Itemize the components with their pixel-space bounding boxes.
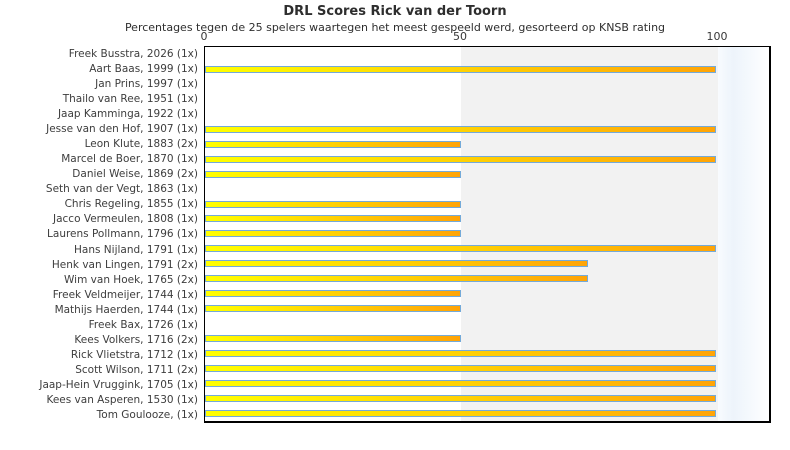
category-label: Rick Vlietstra, 1712 (1x) (70, 349, 198, 362)
category-label: Wim van Hoek, 1765 (2x) (64, 273, 198, 286)
x-axis-tick-50: 50 (453, 30, 467, 43)
plot-area (204, 46, 771, 423)
right-edge-strip (718, 47, 769, 421)
bar (205, 335, 461, 343)
bar-row (205, 167, 769, 182)
bar (205, 275, 589, 283)
bar (205, 140, 461, 148)
category-label: Hans Nijland, 1791 (1x) (74, 243, 198, 256)
category-labels: Freek Busstra, 2026 (1x) Aart Baas, 1999 … (0, 46, 198, 423)
chart-title: DRL Scores Rick van der Toorn (283, 4, 507, 19)
category-label: Kees Volkers, 1716 (2x) (74, 334, 198, 347)
bar-row (205, 361, 769, 376)
bar (205, 125, 717, 133)
bar-row (205, 211, 769, 226)
bar-row (205, 301, 769, 316)
category-label: Mathijs Haerden, 1744 (1x) (54, 303, 198, 316)
shaded-band-50-100 (461, 47, 718, 421)
bar-row (205, 77, 769, 92)
bar-row (205, 376, 769, 391)
category-label: Laurens Pollmann, 1796 (1x) (47, 228, 198, 241)
bar (205, 200, 461, 208)
x-axis-tick-0: 0 (200, 30, 208, 43)
bar-row (205, 152, 769, 167)
category-label: Jan Prins, 1997 (1x) (95, 77, 198, 90)
x-axis-tick-100: 100 (706, 30, 728, 43)
category-label: Seth van der Vegt, 1863 (1x) (45, 183, 198, 196)
bars-layer (205, 47, 769, 421)
bar-row (205, 137, 769, 152)
bar (205, 215, 461, 223)
bar-row (205, 92, 769, 107)
bar (205, 65, 717, 73)
category-label: Jaap-Hein Vruggink, 1705 (1x) (39, 379, 198, 392)
bar-row (205, 346, 769, 361)
bar-row (205, 316, 769, 331)
category-label: Freek Bax, 1726 (1x) (88, 318, 198, 331)
bar-row (205, 62, 769, 77)
bar-row (205, 107, 769, 122)
category-label: Daniel Weise, 1869 (2x) (72, 168, 198, 181)
bar-row (205, 226, 769, 241)
category-label: Freek Busstra, 2026 (1x) (68, 47, 198, 60)
category-label: Thailo van Ree, 1951 (1x) (62, 92, 198, 105)
bar (205, 260, 589, 268)
category-label: Chris Regeling, 1855 (1x) (64, 198, 198, 211)
bar (205, 170, 461, 178)
category-label: Scott Wilson, 1711 (2x) (75, 364, 198, 377)
bar (205, 409, 717, 417)
category-label: Freek Veldmeijer, 1744 (1x) (52, 288, 198, 301)
category-label: Jacco Vermeulen, 1808 (1x) (53, 213, 198, 226)
bar-row (205, 256, 769, 271)
category-label: Aart Baas, 1999 (1x) (89, 62, 198, 75)
bar-row (205, 406, 769, 421)
bar-row (205, 331, 769, 346)
bar (205, 245, 717, 253)
category-label: Jaap Kamminga, 1922 (1x) (57, 107, 198, 120)
category-label: Leon Klute, 1883 (2x) (84, 138, 198, 150)
bar (205, 350, 717, 358)
bar-row (205, 286, 769, 301)
category-label: Marcel de Boer, 1870 (1x) (61, 153, 198, 166)
bar (205, 379, 717, 387)
bar-row (205, 182, 769, 197)
bar-row (205, 122, 769, 137)
category-label: Tom Goulooze, (1x) (96, 409, 198, 422)
bar-row (205, 47, 769, 62)
category-label: Jesse van den Hof, 1907 (1x) (46, 122, 198, 135)
bar-row (205, 197, 769, 212)
bar (205, 155, 717, 163)
bar-row (205, 241, 769, 256)
category-label: Kees van Asperen, 1530 (1x) (46, 394, 198, 407)
bar (205, 230, 461, 238)
bar (205, 394, 717, 402)
bar (205, 364, 717, 372)
bar-row (205, 271, 769, 286)
bar (205, 290, 461, 298)
bar-row (205, 391, 769, 406)
chart-subtitle: Percentages tegen de 25 spelers waartege… (124, 21, 666, 34)
category-label: Henk van Lingen, 1791 (2x) (51, 258, 198, 271)
bar (205, 305, 461, 313)
